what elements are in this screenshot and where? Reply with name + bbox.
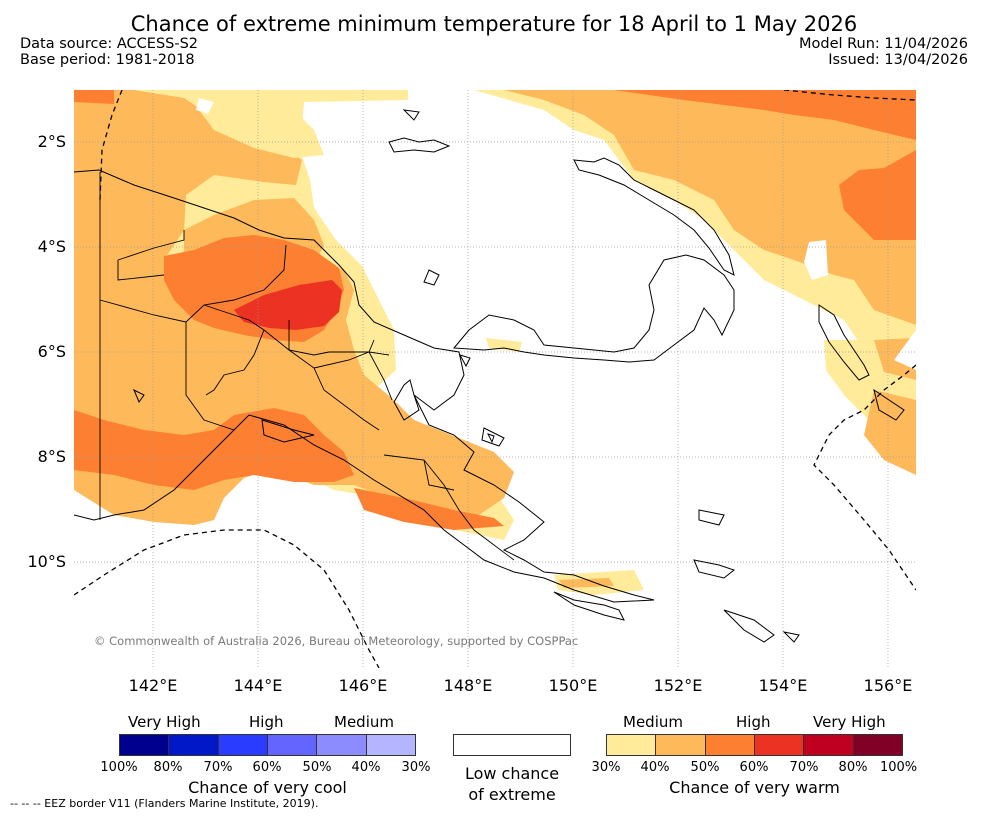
- data-source-text: Data source: ACCESS-S2: [20, 36, 199, 52]
- warm-tick-40: 40%: [640, 760, 670, 775]
- eez-border-note: -- -- -- EEZ border V11 (Flanders Marine…: [10, 797, 319, 810]
- warm-tick-70: 70%: [789, 760, 819, 775]
- shading-60-70: [234, 280, 342, 330]
- warm-swatch-60-70: [754, 735, 805, 755]
- base-period-text: Base period: 1981-2018: [20, 52, 195, 68]
- coastline: [74, 109, 905, 643]
- warm-swatch-40-50: [656, 735, 706, 755]
- lat-label-2s: 2°S: [37, 132, 66, 151]
- warm-header-very-high: Very High: [813, 713, 886, 731]
- lat-label-10s: 10°S: [27, 552, 66, 571]
- eez-borders: [74, 90, 916, 668]
- cool-swatch-50-40: [317, 735, 367, 755]
- lat-label-6s: 6°S: [37, 342, 66, 361]
- lat-label-4s: 4°S: [37, 237, 66, 256]
- cool-tick-30: 30%: [401, 760, 431, 775]
- model-run-text: Model Run: 11/04/2026: [798, 36, 968, 52]
- lon-label-156e: 156°E: [863, 676, 913, 695]
- warm-legend-label: Chance of very warm: [669, 778, 840, 797]
- warm-swatch-30-40: [607, 735, 657, 755]
- warm-header-medium: Medium: [623, 713, 683, 731]
- low-chance-label-line2: of extreme: [468, 785, 556, 804]
- warm-header-high: High: [736, 713, 771, 731]
- lon-label-148e: 148°E: [443, 676, 493, 695]
- warm-swatch-50-60: [705, 735, 755, 755]
- cool-header-high: High: [249, 713, 284, 731]
- low-chance-label-line1: Low chance: [464, 764, 560, 783]
- forecast-map: © Commonwealth of Australia 2026, Bureau…: [74, 90, 916, 668]
- warm-swatch-70-80: [804, 735, 854, 755]
- cool-legend-label: Chance of very cool: [188, 778, 347, 797]
- low-chance-swatch: [453, 734, 571, 756]
- lon-label-154e: 154°E: [758, 676, 808, 695]
- warm-tick-100: 100%: [879, 760, 918, 775]
- map-title: Chance of extreme minimum temperature fo…: [130, 12, 858, 36]
- warm-tick-50: 50%: [690, 760, 720, 775]
- cool-header-very-high: Very High: [128, 713, 201, 731]
- cool-tick-50: 50%: [302, 760, 332, 775]
- low-chance-areas: [196, 98, 916, 370]
- lon-label-144e: 144°E: [233, 676, 283, 695]
- lon-label-150e: 150°E: [548, 676, 598, 695]
- cool-tick-80: 80%: [153, 760, 183, 775]
- copyright-text: © Commonwealth of Australia 2026, Bureau…: [94, 634, 578, 648]
- warm-tick-80: 80%: [838, 760, 868, 775]
- cool-swatch-40-30: [366, 735, 415, 755]
- lon-label-142e: 142°E: [128, 676, 178, 695]
- lon-label-146e: 146°E: [338, 676, 388, 695]
- cool-swatch-100-80: [120, 735, 170, 755]
- lat-label-8s: 8°S: [37, 447, 66, 466]
- province-borders: [99, 172, 515, 561]
- cool-tick-40: 40%: [351, 760, 381, 775]
- cool-tick-100: 100%: [100, 760, 138, 775]
- cool-swatch-60-50: [267, 735, 318, 755]
- cool-tick-70: 70%: [203, 760, 233, 775]
- warm-swatch-80-100: [853, 735, 902, 755]
- cool-swatch-80-70: [169, 735, 219, 755]
- warm-tick-30: 30%: [591, 760, 621, 775]
- cool-tick-60: 60%: [252, 760, 282, 775]
- cool-swatch-70-60: [218, 735, 268, 755]
- issued-text: Issued: 13/04/2026: [828, 52, 968, 68]
- cool-header-medium: Medium: [334, 713, 394, 731]
- cool-colorbar: [119, 734, 416, 756]
- warm-colorbar: [606, 734, 903, 756]
- warm-tick-60: 60%: [739, 760, 769, 775]
- lon-label-152e: 152°E: [653, 676, 703, 695]
- graticule: [74, 90, 916, 668]
